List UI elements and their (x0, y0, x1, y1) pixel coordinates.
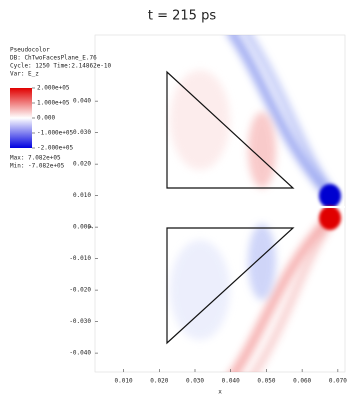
upper-prism (166, 70, 295, 189)
x-axis-label: x (218, 389, 222, 396)
color-bar-label: 0.000 (37, 115, 55, 122)
color-bar-label: 1.000e+05 (37, 100, 70, 107)
x-tick-label: 0.030 (186, 378, 204, 385)
y-tick-label: -0.040 (69, 350, 91, 357)
legend-title: Pseudocolor (10, 47, 50, 54)
color-bar-label: 2.000e+05 (37, 85, 70, 92)
chart-title: t = 215 ps (148, 9, 216, 24)
x-tick-label: 0.010 (115, 378, 133, 385)
legend-min: Min: -7.082e+05 (10, 163, 65, 170)
legend-var: Var: E_z (10, 71, 39, 78)
x-tick-label: 0.020 (150, 378, 168, 385)
x-tick-label: 0.070 (329, 378, 347, 385)
y-tick-label: 0.040 (73, 98, 91, 105)
y-axis-label: y (87, 225, 94, 229)
x-tick-label: 0.060 (293, 378, 311, 385)
color-bar-label: -2.000e+05 (37, 145, 74, 152)
lower-prism (166, 227, 295, 345)
x-tick-label: 0.040 (222, 378, 240, 385)
y-tick-label: 0.020 (73, 161, 91, 168)
legend-max: Max: 7.082e+05 (10, 155, 61, 162)
color-bar-label: -1.000e+05 (37, 130, 74, 137)
x-tick-label: 0.050 (257, 378, 275, 385)
legend-cycle: Cycle: 1250 Time:2.14862e-10 (10, 63, 112, 70)
field (170, 35, 345, 372)
legend-db: DB: ChTwoFacesPlane_E.76 (10, 55, 97, 62)
y-tick-label: -0.020 (69, 287, 91, 294)
y-tick-label: 0.010 (73, 192, 91, 199)
y-tick-label: -0.010 (69, 255, 91, 262)
y-tick-label: 0.000 (73, 224, 91, 231)
y-tick-label: -0.030 (69, 318, 91, 325)
color-bar (10, 88, 32, 148)
y-tick-label: 0.030 (73, 129, 91, 136)
